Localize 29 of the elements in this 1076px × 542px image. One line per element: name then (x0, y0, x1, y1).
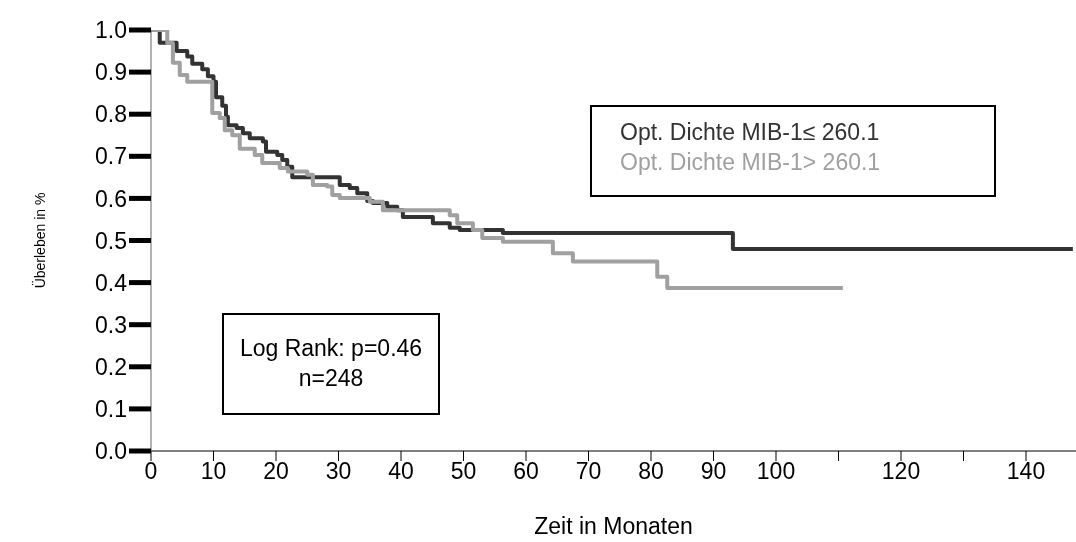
x-tick-label: 10 (200, 458, 227, 485)
y-tick-label: 0.3 (95, 311, 127, 338)
y-tick-label: 0.7 (95, 143, 127, 170)
x-tick-label: 40 (388, 458, 414, 485)
x-tick-label: 0 (144, 458, 158, 485)
y-tick-label: 0.5 (95, 227, 127, 254)
y-tick-label: 0.6 (95, 185, 127, 212)
y-axis-title: Überleben in % (30, 192, 48, 289)
x-tick-label: 20 (263, 458, 289, 485)
annotation: Log Rank: p=0.46 n=248 (222, 313, 440, 415)
x-tick-label: 120 (881, 458, 921, 485)
x-tick-label: 60 (513, 458, 539, 485)
y-tick-label: 0.0 (95, 438, 127, 465)
y-tick-label: 0.9 (95, 59, 127, 86)
y-tick-label: 0.1 (95, 396, 127, 423)
x-tick-label: 140 (1006, 458, 1046, 485)
y-tick-label: 1.0 (95, 17, 127, 44)
text: Opt. Dichte MIB-1> 260.1 (620, 148, 882, 177)
x-tick-label: 50 (450, 458, 477, 485)
x-tick-label: 30 (325, 458, 352, 485)
y-tick-label: 0.4 (95, 269, 128, 296)
x-axis-title: Zeit in Monaten (534, 513, 693, 539)
y-tick-label: 0.2 (95, 353, 127, 380)
y-tick-label: 0.8 (95, 101, 127, 128)
x-tick-label: 90 (700, 458, 727, 485)
x-tick-label: 80 (638, 458, 664, 485)
text: Opt. Dichte MIB-1≤ 260.1 (620, 118, 881, 147)
x-tick-label: 100 (756, 458, 796, 485)
x-tick-label: 70 (575, 458, 602, 485)
